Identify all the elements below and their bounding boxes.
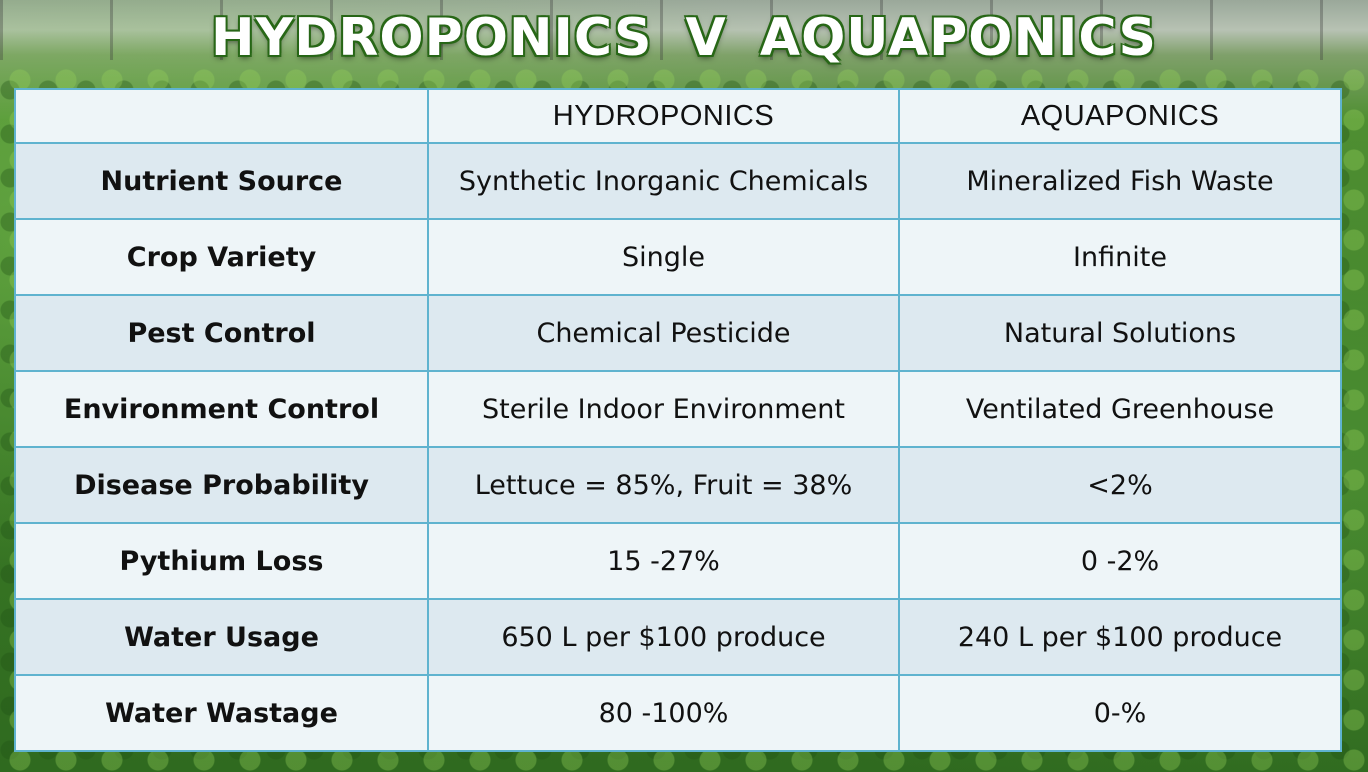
hydroponics-cell: Single	[427, 218, 900, 296]
aquaponics-cell: Ventilated Greenhouse	[898, 370, 1342, 448]
header-aquaponics: AQUAPONICS	[898, 88, 1342, 144]
page-title: HYDROPONICS V AQUAPONICS	[211, 8, 1157, 68]
table-header-row: HYDROPONICS AQUAPONICS	[14, 88, 1342, 144]
aquaponics-cell: Infinite	[898, 218, 1342, 296]
table-row: Pest Control Chemical Pesticide Natural …	[14, 294, 1342, 372]
hydroponics-cell: 15 -27%	[427, 522, 900, 600]
aquaponics-cell: 0 -2%	[898, 522, 1342, 600]
row-label: Nutrient Source	[14, 142, 429, 220]
hydroponics-cell: Lettuce = 85%, Fruit = 38%	[427, 446, 900, 524]
aquaponics-cell: 0-%	[898, 674, 1342, 752]
table-row: Environment Control Sterile Indoor Envir…	[14, 370, 1342, 448]
row-label: Environment Control	[14, 370, 429, 448]
row-label: Pest Control	[14, 294, 429, 372]
hydroponics-cell: 80 -100%	[427, 674, 900, 752]
hydroponics-cell: 650 L per $100 produce	[427, 598, 900, 676]
row-label: Water Usage	[14, 598, 429, 676]
table-row: Disease Probability Lettuce = 85%, Fruit…	[14, 446, 1342, 524]
aquaponics-cell: Natural Solutions	[898, 294, 1342, 372]
table-row: Crop Variety Single Infinite	[14, 218, 1342, 296]
table-row: Pythium Loss 15 -27% 0 -2%	[14, 522, 1342, 600]
aquaponics-cell: <2%	[898, 446, 1342, 524]
header-empty-cell	[14, 88, 429, 144]
comparison-table: HYDROPONICS AQUAPONICS Nutrient Source S…	[14, 88, 1342, 752]
hydroponics-cell: Chemical Pesticide	[427, 294, 900, 372]
row-label: Crop Variety	[14, 218, 429, 296]
aquaponics-cell: Mineralized Fish Waste	[898, 142, 1342, 220]
aquaponics-cell: 240 L per $100 produce	[898, 598, 1342, 676]
hydroponics-cell: Synthetic Inorganic Chemicals	[427, 142, 900, 220]
table-row: Water Wastage 80 -100% 0-%	[14, 674, 1342, 752]
row-label: Water Wastage	[14, 674, 429, 752]
header-hydroponics: HYDROPONICS	[427, 88, 900, 144]
row-label: Disease Probability	[14, 446, 429, 524]
greenhouse-frame	[0, 0, 1368, 60]
table-row: Nutrient Source Synthetic Inorganic Chem…	[14, 142, 1342, 220]
table-row: Water Usage 650 L per $100 produce 240 L…	[14, 598, 1342, 676]
hydroponics-cell: Sterile Indoor Environment	[427, 370, 900, 448]
row-label: Pythium Loss	[14, 522, 429, 600]
